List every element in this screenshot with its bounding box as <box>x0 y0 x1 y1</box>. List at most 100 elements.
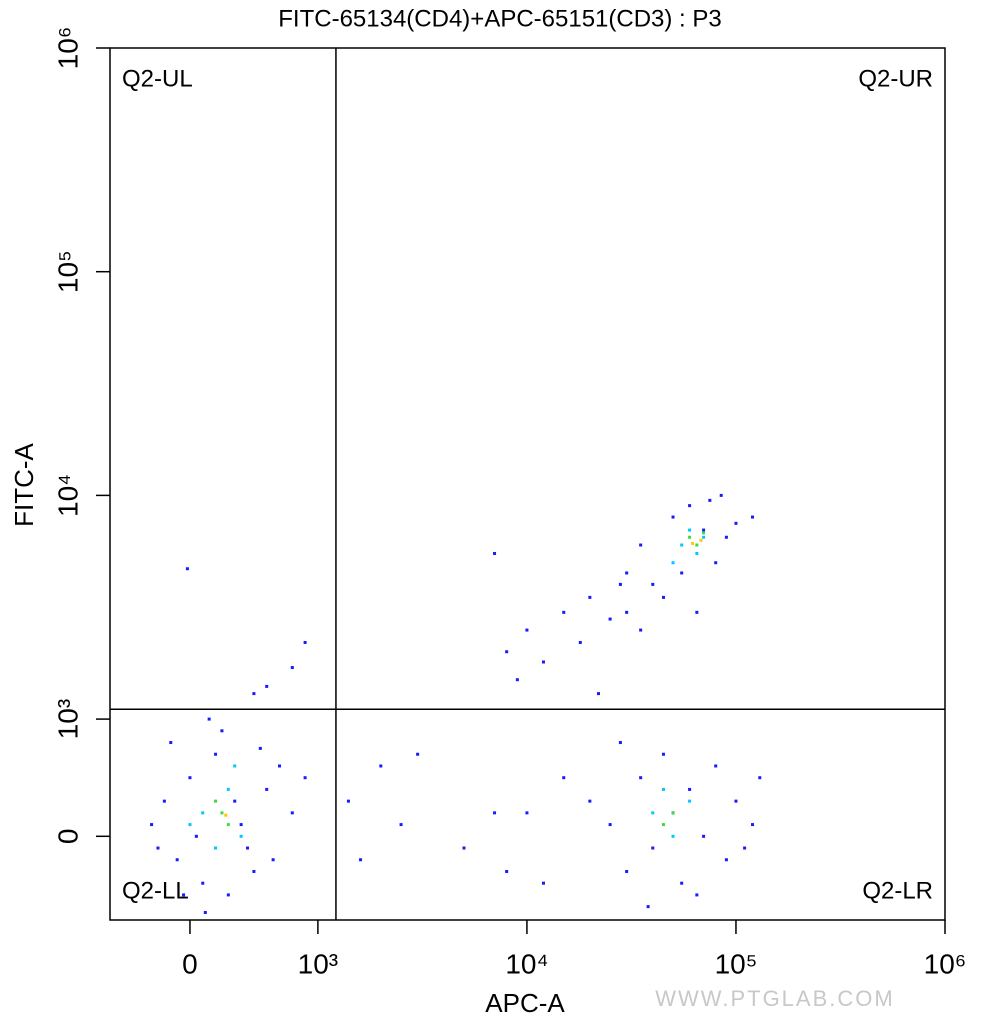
data-point <box>214 799 218 803</box>
data-point <box>462 846 466 850</box>
data-point <box>175 858 179 862</box>
data-point <box>203 910 207 914</box>
data-point <box>651 846 655 850</box>
data-point <box>214 752 218 756</box>
y-tick-label: 10⁶ <box>52 27 83 70</box>
data-point <box>625 571 629 575</box>
data-point <box>651 582 655 586</box>
data-point <box>639 776 643 780</box>
data-point <box>702 531 706 535</box>
x-tick-label: 0 <box>182 948 198 979</box>
data-point <box>743 846 747 850</box>
data-point <box>661 787 665 791</box>
data-point <box>346 799 350 803</box>
data-point <box>290 666 294 670</box>
data-point <box>625 610 629 614</box>
data-point <box>680 881 684 885</box>
data-point <box>493 551 497 555</box>
data-point <box>359 858 363 862</box>
data-point <box>714 561 718 565</box>
x-axis-label: APC-A <box>485 988 565 1018</box>
data-point <box>194 834 198 838</box>
data-point <box>688 528 692 532</box>
data-point <box>239 834 243 838</box>
data-point <box>150 823 154 827</box>
data-point <box>724 535 728 539</box>
data-point <box>220 811 224 815</box>
data-point <box>751 515 755 519</box>
data-point <box>271 858 275 862</box>
data-point <box>416 752 420 756</box>
data-point <box>252 692 256 696</box>
data-point <box>608 617 612 621</box>
data-point <box>625 869 629 873</box>
data-point <box>226 823 230 827</box>
data-point <box>201 881 205 885</box>
data-point <box>578 640 582 644</box>
data-point <box>252 869 256 873</box>
data-point <box>207 717 211 721</box>
data-point <box>680 571 684 575</box>
y-tick-label: 10⁴ <box>52 474 83 517</box>
data-point <box>719 493 723 497</box>
data-point <box>751 823 755 827</box>
data-point <box>651 811 655 815</box>
quadrant-label: Q2-LR <box>862 877 933 904</box>
data-point <box>214 846 218 850</box>
data-point <box>618 741 622 745</box>
data-point <box>233 764 237 768</box>
data-point <box>695 893 699 897</box>
data-point <box>695 543 699 547</box>
data-point <box>671 834 675 838</box>
data-point <box>515 678 519 682</box>
data-point <box>661 752 665 756</box>
data-point <box>618 582 622 586</box>
data-point <box>688 535 692 539</box>
data-point <box>702 528 706 532</box>
quadrant-label: Q2-UR <box>858 65 933 92</box>
x-tick-label: 10⁶ <box>924 948 967 979</box>
data-point <box>156 846 160 850</box>
data-point <box>505 650 509 654</box>
data-point <box>597 692 601 696</box>
data-point <box>224 813 228 817</box>
data-point <box>588 595 592 599</box>
y-axis-label: FITC-A <box>9 442 39 526</box>
data-point <box>169 741 173 745</box>
data-point <box>246 846 250 850</box>
data-point <box>671 811 675 815</box>
y-tick-label: 10³ <box>52 699 83 739</box>
data-point <box>399 823 403 827</box>
data-point <box>702 535 706 539</box>
watermark: WWW.PTGLAB.COM <box>655 986 894 1011</box>
data-point <box>608 823 612 827</box>
data-point <box>290 811 294 815</box>
data-point <box>525 811 529 815</box>
data-point <box>734 521 738 525</box>
y-tick-label: 10⁵ <box>52 250 83 293</box>
data-point <box>541 881 545 885</box>
data-point <box>258 746 262 750</box>
data-point <box>233 799 237 803</box>
data-point <box>379 764 383 768</box>
data-point <box>734 799 738 803</box>
data-point <box>671 561 675 565</box>
data-point <box>661 595 665 599</box>
data-point <box>185 567 189 571</box>
data-point <box>188 776 192 780</box>
data-point <box>688 504 692 508</box>
data-point <box>702 834 706 838</box>
data-point <box>695 610 699 614</box>
data-point <box>303 776 307 780</box>
data-point <box>680 543 684 547</box>
data-point <box>541 660 545 664</box>
quadrant-label: Q2-LL <box>122 877 189 904</box>
data-point <box>525 628 529 632</box>
x-tick-label: 10⁵ <box>715 948 758 979</box>
data-point <box>639 543 643 547</box>
data-point <box>493 811 497 815</box>
data-point <box>646 905 650 909</box>
data-point <box>562 776 566 780</box>
quadrant-label: Q2-UL <box>122 65 193 92</box>
